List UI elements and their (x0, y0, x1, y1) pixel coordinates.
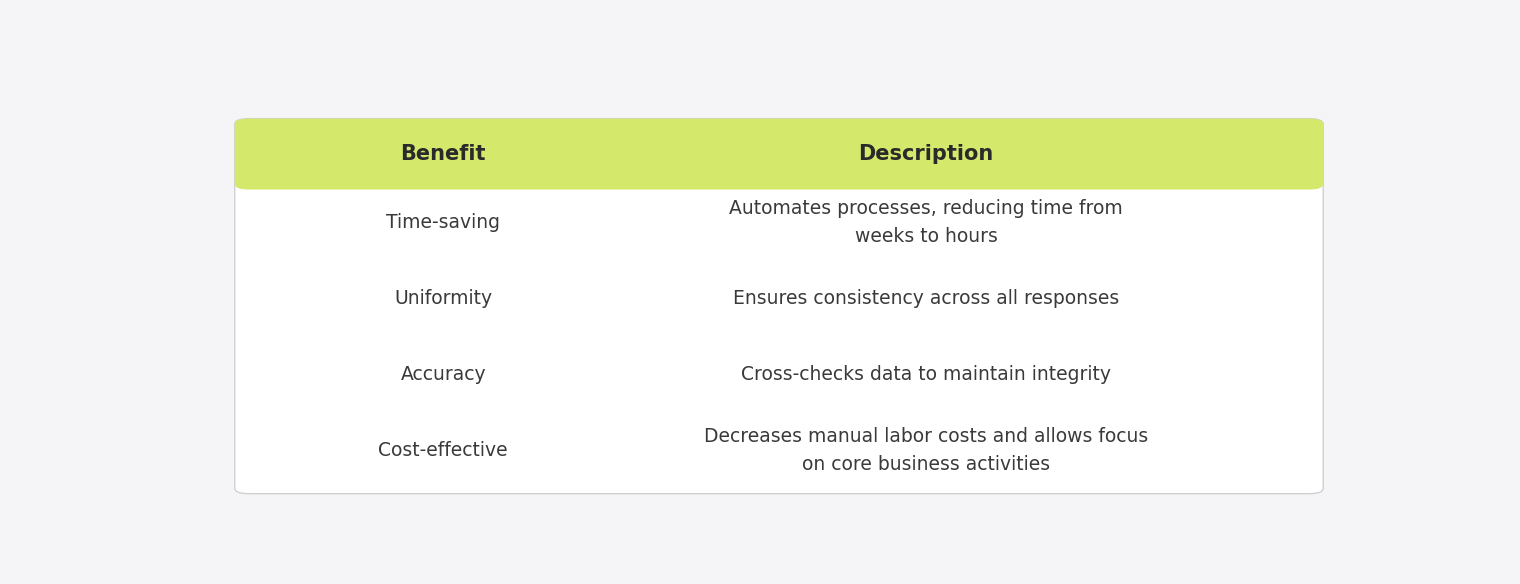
FancyBboxPatch shape (234, 119, 1324, 493)
Text: Time-saving: Time-saving (386, 213, 500, 232)
Text: Description: Description (859, 144, 994, 164)
Text: Cost-effective: Cost-effective (378, 441, 508, 460)
Text: Cross-checks data to maintain integrity: Cross-checks data to maintain integrity (742, 365, 1111, 384)
Text: Uniformity: Uniformity (394, 288, 492, 308)
Text: Benefit: Benefit (400, 144, 486, 164)
Bar (249, 160, 1309, 184)
Text: Ensures consistency across all responses: Ensures consistency across all responses (733, 288, 1119, 308)
Bar (251, 166, 1307, 184)
Text: Automates processes, reducing time from
weeks to hours: Automates processes, reducing time from … (730, 199, 1123, 246)
Text: Decreases manual labor costs and allows focus
on core business activities: Decreases manual labor costs and allows … (704, 427, 1149, 474)
FancyBboxPatch shape (234, 119, 1324, 190)
Text: Accuracy: Accuracy (400, 365, 486, 384)
